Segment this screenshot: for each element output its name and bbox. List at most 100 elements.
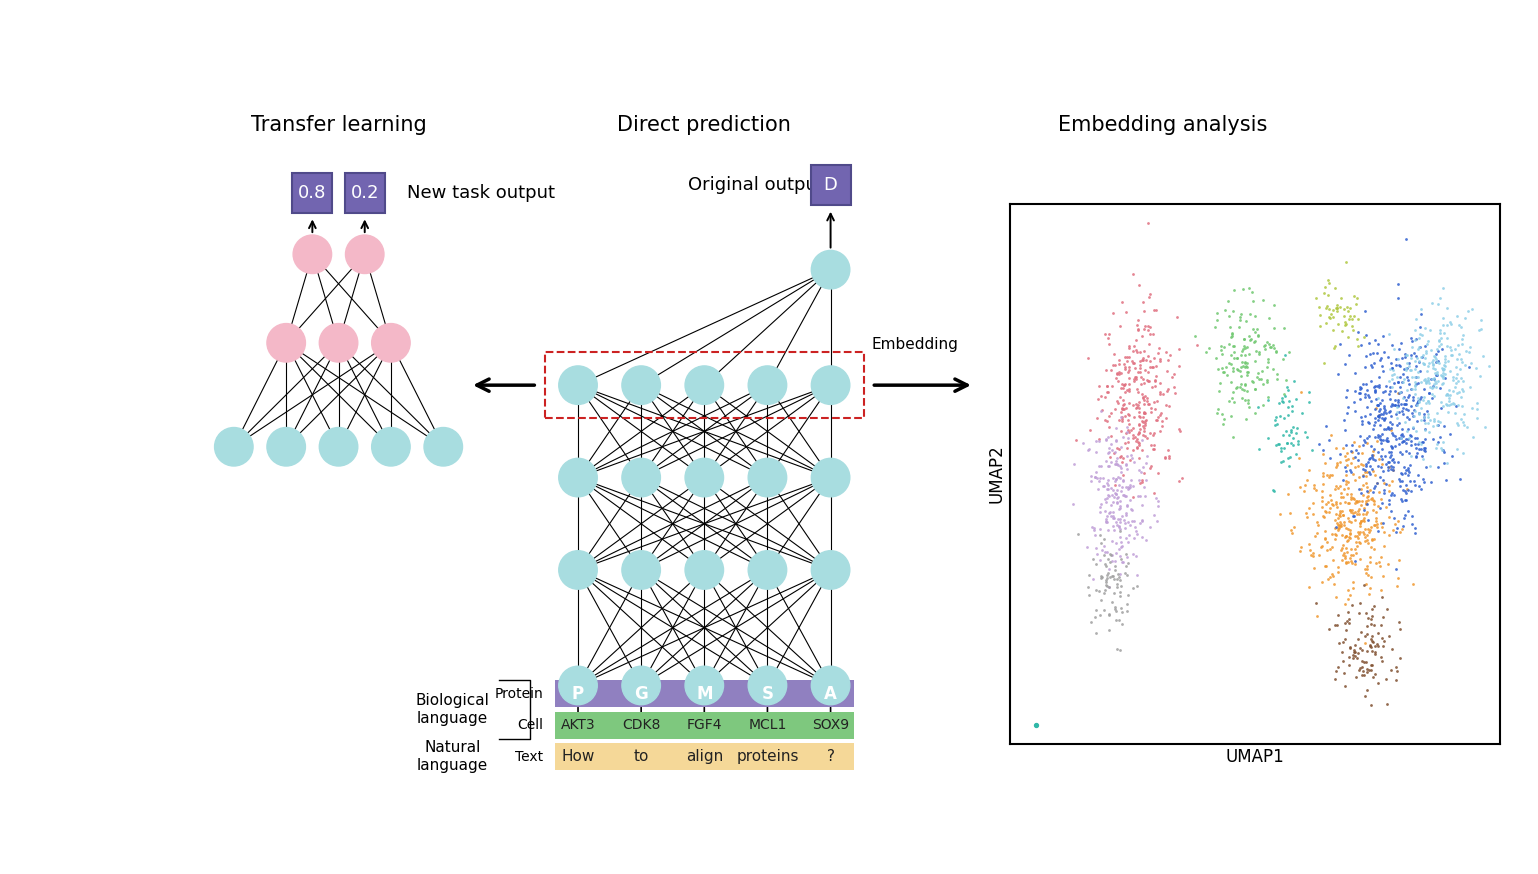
Point [1110,510,1135,524]
Point [1127,394,1152,408]
Point [1089,536,1114,550]
Point [1115,461,1140,475]
Point [1094,578,1118,592]
Point [1409,307,1433,321]
Point [1372,486,1397,500]
Point [1246,329,1270,343]
Point [1349,482,1373,496]
Point [1264,344,1289,358]
Point [1106,457,1130,471]
Point [1412,423,1436,437]
Point [1103,358,1127,372]
Point [1383,455,1407,469]
Point [1421,372,1446,386]
Point [1384,370,1409,384]
Point [1383,384,1407,398]
Point [1357,489,1381,503]
Point [1404,332,1429,346]
Point [1117,417,1141,431]
Point [1469,322,1493,336]
Point [1341,309,1366,323]
Point [1369,618,1393,632]
Point [1346,527,1370,541]
Point [1393,478,1418,492]
Point [1404,449,1429,463]
Point [1077,587,1101,601]
Point [1127,451,1152,465]
Point [1127,358,1152,372]
Point [1450,446,1475,460]
Text: Embedding analysis: Embedding analysis [1058,114,1267,135]
X-axis label: UMAP1: UMAP1 [1226,748,1284,766]
Point [1137,374,1161,388]
Point [1350,438,1375,452]
Point [1250,364,1275,378]
Point [1443,379,1467,393]
Point [1117,528,1141,542]
Point [1377,493,1401,507]
Point [1353,507,1378,521]
Point [1352,534,1377,548]
Point [1080,614,1104,628]
Point [1458,380,1483,394]
Point [1161,366,1186,380]
Point [1112,397,1137,411]
Point [1094,390,1118,404]
Point [1355,568,1380,582]
Point [1329,490,1353,504]
Point [1443,398,1467,412]
Point [1344,494,1369,508]
Point [1403,312,1427,326]
Point [1395,432,1420,446]
Point [1412,413,1436,427]
Point [1230,359,1255,373]
Point [1412,475,1436,489]
Point [1080,520,1104,534]
Point [1210,361,1235,375]
Point [1337,650,1361,664]
Point [1430,311,1455,325]
Point [1083,541,1107,555]
Point [1303,530,1327,544]
Point [1370,442,1395,456]
Point [1384,660,1409,674]
Point [1110,468,1135,482]
Point [1157,442,1181,456]
Point [1358,551,1383,565]
Point [1269,454,1293,468]
Point [1366,428,1390,442]
Text: P: P [572,684,584,703]
Point [1346,312,1370,326]
Point [1317,302,1341,316]
Point [1392,391,1416,405]
Point [1361,418,1386,432]
Point [1450,415,1475,429]
Point [1100,569,1124,583]
Point [1363,383,1387,397]
Point [1258,340,1283,354]
Point [1360,360,1384,374]
Point [1320,468,1344,482]
Point [1369,590,1393,604]
Point [1269,440,1293,454]
Point [1326,565,1350,579]
Point [1357,525,1381,539]
Point [1097,447,1121,461]
Point [1367,353,1392,367]
Point [1110,480,1135,494]
Point [1320,540,1344,554]
Y-axis label: UMAP2: UMAP2 [987,445,1006,503]
Point [1355,662,1380,676]
Point [1121,371,1146,385]
Point [1110,295,1135,309]
Point [1109,381,1134,395]
Point [1247,371,1272,385]
Point [1154,411,1178,425]
Point [1446,419,1470,433]
Point [1212,412,1237,426]
Point [1380,440,1404,454]
Point [1143,302,1167,316]
Point [1261,299,1286,313]
Point [1369,350,1393,364]
Point [1337,496,1361,510]
